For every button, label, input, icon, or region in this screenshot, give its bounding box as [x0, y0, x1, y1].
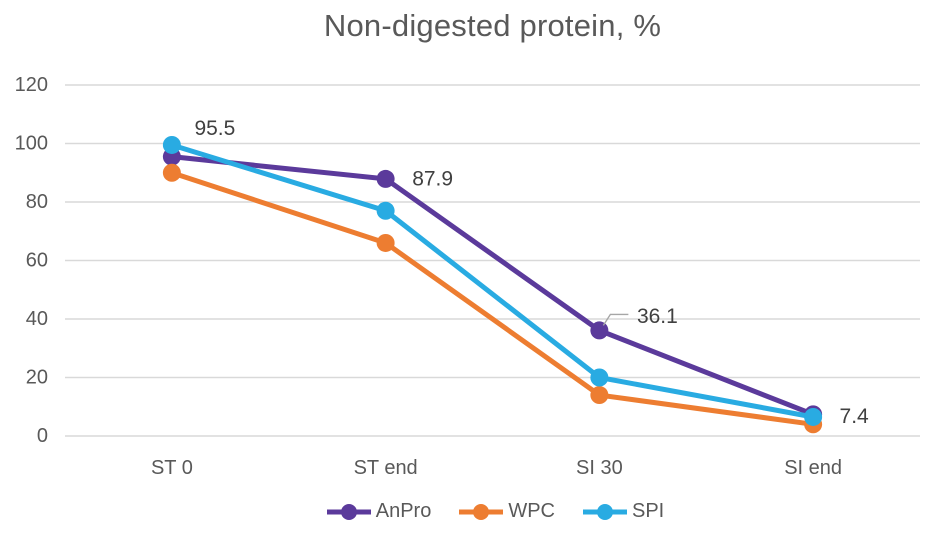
y-axis-tick-label: 100	[15, 133, 48, 155]
y-axis-tick-label: 20	[26, 367, 48, 389]
legend-item-spi: SPI	[581, 500, 664, 523]
data-point-anpro	[590, 321, 609, 340]
legend-label: SPI	[632, 500, 665, 522]
legend-marker-wpc-icon	[459, 503, 504, 520]
legend: AnPro WPC SPI	[55, 500, 934, 523]
data-point-spi	[162, 135, 181, 154]
data-label: 7.4	[840, 405, 870, 428]
legend-label: WPC	[508, 500, 555, 522]
legend-marker-anpro-icon	[326, 503, 371, 520]
series-line-spi	[169, 142, 816, 420]
legend-label: AnPro	[375, 500, 432, 522]
data-point-spi	[804, 407, 823, 426]
data-point-spi	[590, 368, 609, 387]
series-line-anpro	[169, 154, 816, 417]
series-line-wpc	[169, 170, 816, 427]
data-point-wpc	[590, 386, 609, 405]
y-axis-tick-label: 80	[26, 191, 48, 213]
x-axis-category-label: ST 0	[151, 457, 193, 479]
data-label: 95.5	[194, 117, 235, 140]
y-axis-tick-label: 40	[26, 308, 48, 330]
x-axis-category-label: SI end	[784, 457, 842, 479]
legend-item-anpro: AnPro	[325, 500, 432, 523]
data-label-leader-line	[602, 313, 629, 326]
data-point-spi	[376, 201, 395, 220]
legend-item-wpc: WPC	[457, 500, 555, 523]
y-axis-tick-label: 0	[37, 425, 48, 447]
data-point-wpc	[162, 163, 181, 182]
legend-marker-spi-icon	[583, 503, 627, 520]
data-point-wpc	[376, 233, 395, 252]
y-axis-tick-label: 120	[15, 74, 48, 96]
data-label: 36.1	[637, 305, 678, 328]
x-axis-category-label: SI 30	[576, 457, 623, 479]
chart-title: Non-digested protein, %	[323, 8, 662, 43]
y-axis-tick-label: 60	[26, 250, 48, 272]
data-point-anpro	[376, 169, 395, 188]
x-axis-category-label: ST end	[354, 457, 418, 479]
data-label: 87.9	[412, 167, 453, 190]
